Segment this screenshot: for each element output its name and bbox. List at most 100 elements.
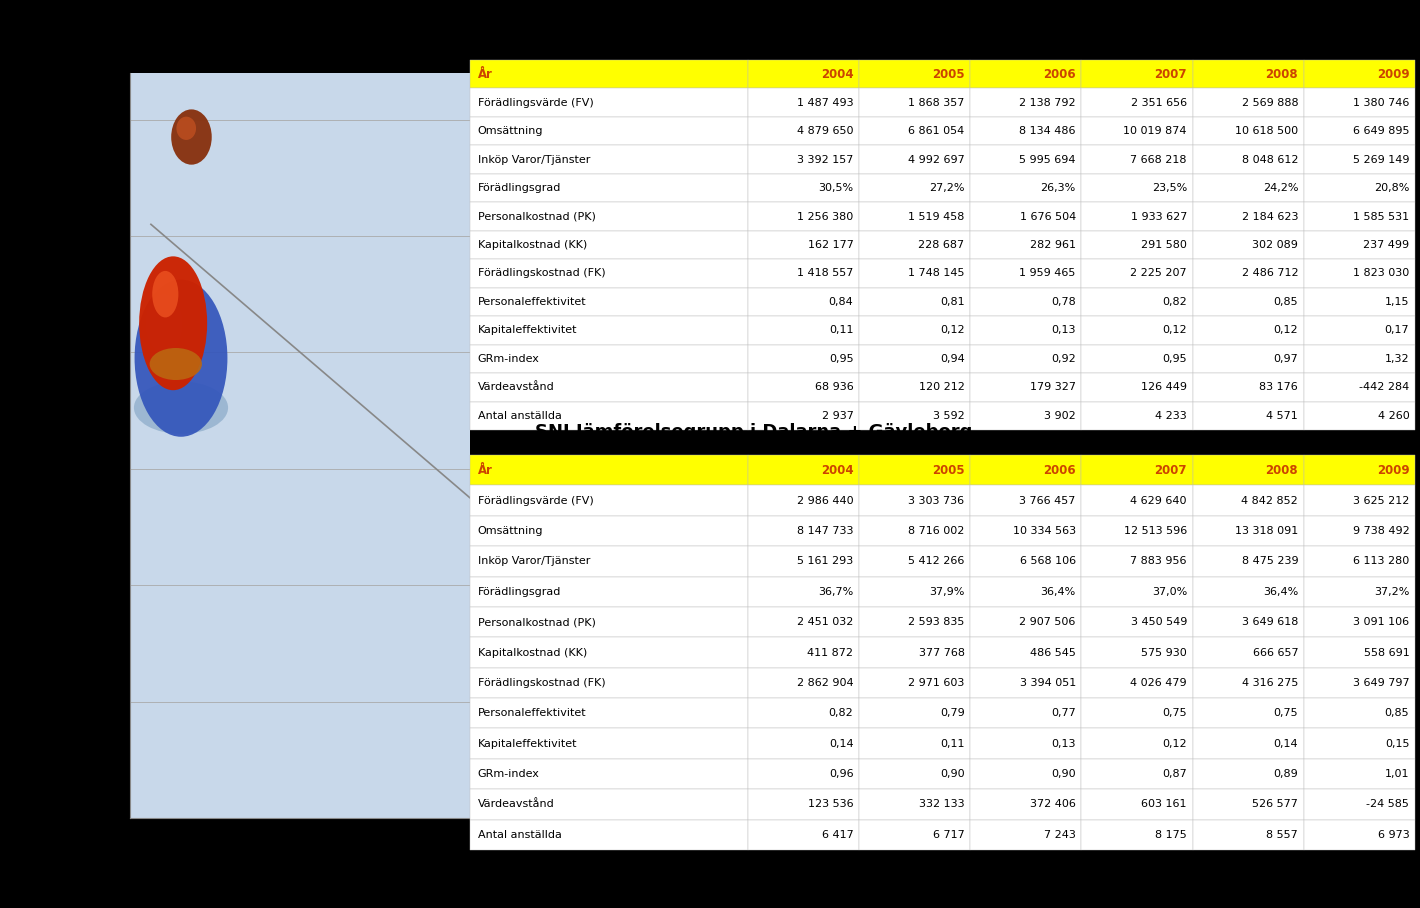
FancyBboxPatch shape bbox=[1082, 698, 1193, 728]
FancyBboxPatch shape bbox=[1304, 607, 1414, 637]
Text: 1 418 557: 1 418 557 bbox=[797, 269, 853, 279]
FancyBboxPatch shape bbox=[1193, 60, 1304, 88]
Text: 302 089: 302 089 bbox=[1252, 240, 1298, 250]
Text: 3 766 457: 3 766 457 bbox=[1020, 496, 1076, 506]
FancyBboxPatch shape bbox=[1193, 637, 1304, 667]
FancyBboxPatch shape bbox=[748, 607, 859, 637]
Ellipse shape bbox=[152, 271, 179, 318]
FancyBboxPatch shape bbox=[1082, 259, 1193, 288]
FancyBboxPatch shape bbox=[859, 401, 970, 430]
FancyBboxPatch shape bbox=[748, 667, 859, 698]
Text: Personalkostnad (PK): Personalkostnad (PK) bbox=[477, 212, 595, 222]
FancyBboxPatch shape bbox=[748, 288, 859, 316]
FancyBboxPatch shape bbox=[1082, 820, 1193, 850]
Text: 0,81: 0,81 bbox=[940, 297, 964, 307]
Ellipse shape bbox=[146, 294, 182, 352]
Text: 20,8%: 20,8% bbox=[1375, 183, 1409, 193]
FancyBboxPatch shape bbox=[859, 698, 970, 728]
Text: 0,15: 0,15 bbox=[1384, 738, 1409, 749]
FancyBboxPatch shape bbox=[470, 759, 748, 789]
FancyBboxPatch shape bbox=[470, 373, 748, 401]
Text: Personaleffektivitet: Personaleffektivitet bbox=[477, 708, 586, 718]
Text: 3 902: 3 902 bbox=[1044, 410, 1076, 420]
FancyBboxPatch shape bbox=[1304, 759, 1414, 789]
Text: 4 316 275: 4 316 275 bbox=[1241, 678, 1298, 688]
Text: 37,9%: 37,9% bbox=[929, 587, 964, 597]
FancyBboxPatch shape bbox=[470, 546, 748, 577]
FancyBboxPatch shape bbox=[1082, 373, 1193, 401]
Text: 3 091 106: 3 091 106 bbox=[1353, 617, 1409, 627]
FancyBboxPatch shape bbox=[970, 288, 1082, 316]
Text: 37,0%: 37,0% bbox=[1152, 587, 1187, 597]
Text: 123 536: 123 536 bbox=[808, 799, 853, 809]
FancyBboxPatch shape bbox=[748, 455, 859, 486]
Text: 332 133: 332 133 bbox=[919, 799, 964, 809]
FancyBboxPatch shape bbox=[859, 759, 970, 789]
Text: Kapitalkostnad (KK): Kapitalkostnad (KK) bbox=[477, 240, 586, 250]
Text: 237 499: 237 499 bbox=[1363, 240, 1409, 250]
Text: Förädlingskostnad (FK): Förädlingskostnad (FK) bbox=[477, 678, 605, 688]
FancyBboxPatch shape bbox=[970, 516, 1082, 546]
FancyBboxPatch shape bbox=[1082, 288, 1193, 316]
FancyBboxPatch shape bbox=[1304, 577, 1414, 607]
Ellipse shape bbox=[172, 109, 212, 164]
FancyBboxPatch shape bbox=[470, 789, 748, 820]
FancyBboxPatch shape bbox=[470, 173, 748, 202]
Text: 0,12: 0,12 bbox=[940, 325, 964, 335]
Text: 2007: 2007 bbox=[1154, 68, 1187, 81]
Text: 0,79: 0,79 bbox=[940, 708, 964, 718]
Text: 36,4%: 36,4% bbox=[1041, 587, 1076, 597]
Text: 486 545: 486 545 bbox=[1030, 647, 1076, 657]
FancyBboxPatch shape bbox=[1082, 789, 1193, 820]
Text: Förädlingsgrad: Förädlingsgrad bbox=[477, 183, 561, 193]
Text: Förädlingsvärde (FV): Förädlingsvärde (FV) bbox=[477, 496, 594, 506]
FancyBboxPatch shape bbox=[1082, 401, 1193, 430]
Text: 0,8: 0,8 bbox=[329, 838, 349, 851]
FancyBboxPatch shape bbox=[1193, 516, 1304, 546]
Text: 0,75: 0,75 bbox=[1163, 708, 1187, 718]
Text: 2 486 712: 2 486 712 bbox=[1241, 269, 1298, 279]
FancyBboxPatch shape bbox=[970, 789, 1082, 820]
FancyBboxPatch shape bbox=[1082, 88, 1193, 117]
Text: Viss osäkerhet finns i statistiken för
jämförelsegruppen 2009 – ofullständig red: Viss osäkerhet finns i statistiken för j… bbox=[18, 865, 319, 895]
FancyBboxPatch shape bbox=[1304, 373, 1414, 401]
Text: 36,4%: 36,4% bbox=[1262, 587, 1298, 597]
FancyBboxPatch shape bbox=[859, 637, 970, 667]
Text: 1 933 627: 1 933 627 bbox=[1130, 212, 1187, 222]
FancyBboxPatch shape bbox=[1193, 546, 1304, 577]
Text: 2 971 603: 2 971 603 bbox=[909, 678, 964, 688]
Text: 68 936: 68 936 bbox=[815, 382, 853, 392]
Text: 2 937: 2 937 bbox=[822, 410, 853, 420]
Text: 8 475 239: 8 475 239 bbox=[1241, 557, 1298, 567]
FancyBboxPatch shape bbox=[748, 486, 859, 516]
Text: 2005: 2005 bbox=[932, 464, 964, 477]
FancyBboxPatch shape bbox=[970, 577, 1082, 607]
Text: 5 995 694: 5 995 694 bbox=[1020, 154, 1076, 164]
FancyBboxPatch shape bbox=[970, 373, 1082, 401]
FancyBboxPatch shape bbox=[970, 820, 1082, 850]
Text: 1,15: 1,15 bbox=[1384, 297, 1409, 307]
Text: 120 212: 120 212 bbox=[919, 382, 964, 392]
Text: 9 738 492: 9 738 492 bbox=[1353, 526, 1409, 536]
FancyBboxPatch shape bbox=[859, 173, 970, 202]
FancyBboxPatch shape bbox=[1304, 486, 1414, 516]
Text: 0,96: 0,96 bbox=[829, 769, 853, 779]
Text: 5 269 149: 5 269 149 bbox=[1353, 154, 1409, 164]
Text: 2009: 2009 bbox=[1377, 464, 1409, 477]
Text: Inköp Varor/Tjänster: Inköp Varor/Tjänster bbox=[477, 557, 589, 567]
FancyBboxPatch shape bbox=[859, 546, 970, 577]
FancyBboxPatch shape bbox=[970, 231, 1082, 259]
FancyBboxPatch shape bbox=[1082, 486, 1193, 516]
Text: 291 580: 291 580 bbox=[1142, 240, 1187, 250]
FancyBboxPatch shape bbox=[748, 231, 859, 259]
Y-axis label: PK/FV: PK/FV bbox=[82, 426, 97, 465]
Text: 558 691: 558 691 bbox=[1363, 647, 1409, 657]
FancyBboxPatch shape bbox=[748, 316, 859, 345]
Text: SNI Jämförelsegrupp i Dalarna + Gävleborg: SNI Jämförelsegrupp i Dalarna + Gävlebor… bbox=[535, 423, 973, 441]
Text: 6 568 106: 6 568 106 bbox=[1020, 557, 1076, 567]
Ellipse shape bbox=[139, 256, 207, 390]
Text: 5 161 293: 5 161 293 bbox=[797, 557, 853, 567]
FancyBboxPatch shape bbox=[970, 345, 1082, 373]
FancyBboxPatch shape bbox=[1193, 759, 1304, 789]
FancyBboxPatch shape bbox=[1193, 231, 1304, 259]
